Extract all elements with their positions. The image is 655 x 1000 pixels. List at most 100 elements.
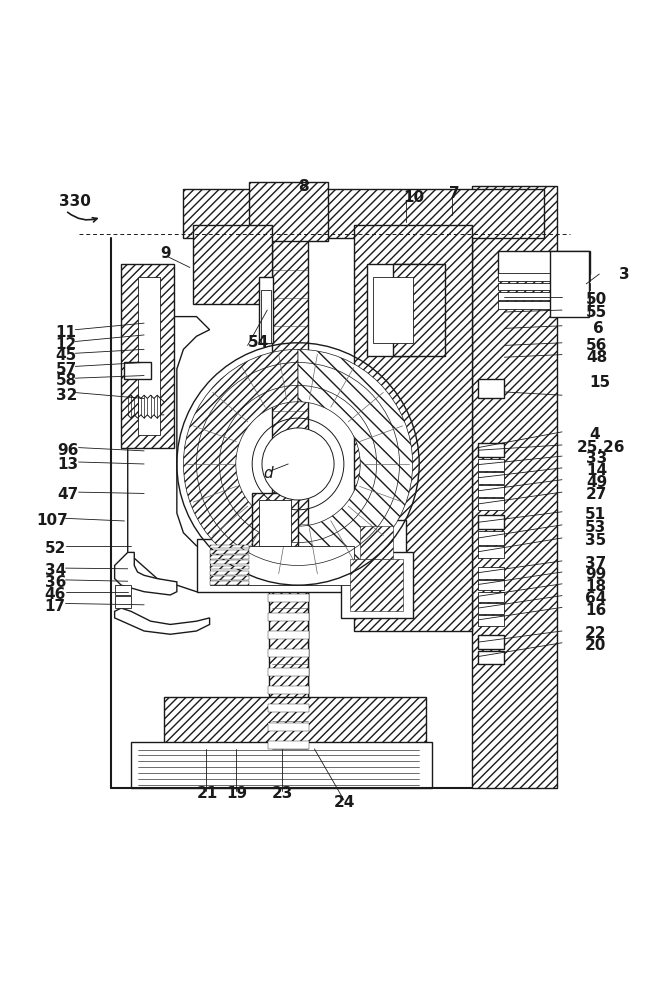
Bar	[478, 567, 504, 579]
Text: 32: 32	[56, 388, 77, 403]
Text: 33: 33	[586, 451, 607, 466]
Bar	[360, 526, 393, 559]
Bar	[138, 277, 160, 434]
Bar	[210, 576, 249, 580]
Polygon shape	[115, 608, 210, 634]
Bar	[373, 277, 413, 343]
Text: 20: 20	[585, 638, 607, 653]
Bar	[252, 493, 298, 552]
Text: 52: 52	[45, 541, 66, 556]
Bar	[193, 225, 272, 304]
Bar	[210, 545, 249, 548]
Bar	[115, 585, 131, 595]
Text: 4: 4	[590, 427, 600, 442]
Text: 36: 36	[45, 575, 66, 590]
Bar	[498, 273, 590, 281]
Bar	[472, 186, 557, 788]
Bar	[269, 566, 308, 762]
Bar	[272, 238, 308, 762]
Text: 330: 330	[59, 194, 91, 209]
Text: 10: 10	[403, 190, 424, 205]
Bar	[478, 515, 504, 529]
Text: 23: 23	[272, 786, 293, 801]
Text: 24: 24	[334, 795, 356, 810]
Bar	[193, 225, 272, 304]
Bar	[478, 580, 504, 590]
Text: 56: 56	[586, 338, 608, 353]
Bar	[472, 186, 557, 788]
Text: 45: 45	[56, 348, 77, 363]
Text: 51: 51	[585, 507, 606, 522]
Bar	[210, 560, 249, 564]
Bar	[550, 251, 590, 317]
Text: 25,26: 25,26	[576, 440, 625, 455]
Bar	[268, 631, 309, 639]
Bar	[478, 603, 504, 614]
Bar	[210, 550, 249, 554]
Bar	[268, 649, 309, 657]
Bar	[210, 546, 354, 585]
Text: 48: 48	[586, 350, 607, 365]
Text: 17: 17	[45, 599, 66, 614]
Text: 54: 54	[248, 335, 269, 350]
Polygon shape	[128, 317, 275, 592]
Bar	[354, 225, 472, 631]
Bar	[183, 189, 544, 238]
Text: 55: 55	[586, 305, 607, 320]
Text: 3: 3	[619, 267, 629, 282]
Text: 7: 7	[449, 186, 459, 201]
Bar	[478, 531, 504, 545]
Bar	[183, 189, 544, 238]
Text: 99: 99	[585, 567, 606, 582]
Bar	[259, 500, 291, 546]
Bar	[115, 596, 131, 608]
Bar	[341, 552, 413, 618]
Text: 8: 8	[298, 179, 309, 194]
Polygon shape	[115, 552, 177, 595]
Bar	[268, 668, 309, 676]
Bar	[478, 635, 504, 649]
Bar	[121, 264, 174, 448]
Text: d: d	[263, 466, 273, 481]
Bar	[478, 443, 504, 457]
Bar	[164, 696, 426, 749]
Bar	[131, 742, 432, 788]
Bar	[249, 182, 328, 241]
Text: 47: 47	[58, 487, 79, 502]
Text: 35: 35	[585, 533, 606, 548]
Bar	[259, 277, 273, 343]
Wedge shape	[298, 349, 413, 579]
Bar	[210, 555, 249, 559]
Wedge shape	[183, 349, 298, 579]
Bar	[367, 264, 419, 356]
Bar	[268, 686, 309, 694]
Text: 57: 57	[56, 362, 77, 377]
Bar	[478, 485, 504, 497]
Text: 21: 21	[196, 786, 217, 801]
Bar	[268, 704, 309, 712]
Text: 107: 107	[36, 513, 67, 528]
Bar	[498, 292, 590, 300]
Bar	[347, 520, 406, 566]
Text: 11: 11	[56, 325, 77, 340]
Bar	[196, 539, 367, 592]
Text: 14: 14	[586, 463, 607, 478]
Bar	[478, 546, 504, 558]
Circle shape	[262, 428, 334, 500]
Bar	[393, 264, 445, 356]
Text: 37: 37	[585, 556, 606, 571]
Text: 15: 15	[590, 375, 610, 390]
Bar	[121, 264, 174, 448]
Bar	[164, 696, 426, 749]
Bar	[478, 498, 504, 510]
Bar	[268, 613, 309, 621]
Text: 22: 22	[585, 626, 607, 641]
Text: 58: 58	[56, 373, 77, 388]
Bar	[350, 559, 403, 611]
Bar	[268, 594, 309, 602]
Bar	[268, 576, 309, 584]
Bar	[261, 290, 271, 343]
Bar	[498, 283, 590, 290]
Bar	[478, 615, 504, 626]
Text: 6: 6	[593, 321, 603, 336]
